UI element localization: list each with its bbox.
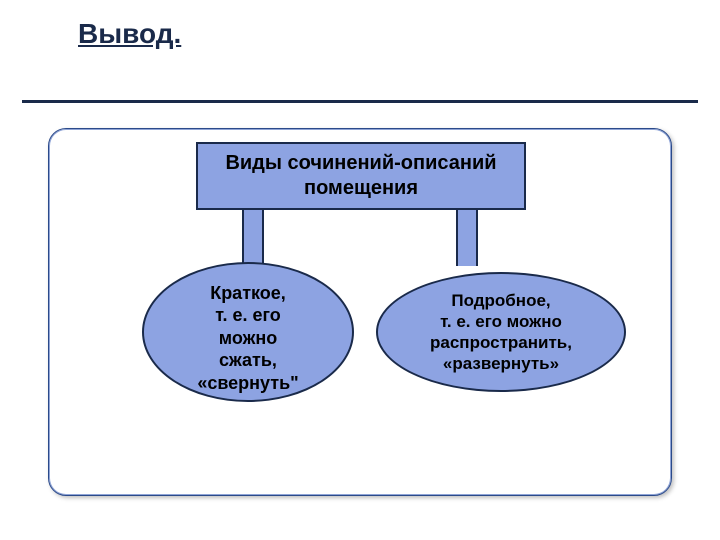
root-node: Виды сочинений-описаний помещения [196, 142, 526, 210]
detailed-line2: т. е. его можно [440, 311, 562, 332]
brief-line1: Краткое, [197, 282, 298, 305]
child-node-brief: Краткое, т. е. его можно сжать, «свернут… [142, 262, 354, 402]
child-node-detailed: Подробное, т. е. его можно распространит… [376, 272, 626, 392]
detailed-line4: «развернуть» [443, 353, 559, 374]
brief-line3: можно [197, 327, 298, 350]
header-divider [22, 100, 698, 103]
detailed-line3: распространить, [430, 332, 572, 353]
connector-left [242, 210, 264, 266]
brief-line5: «свернуть" [197, 372, 298, 395]
detailed-line1: Подробное, [451, 290, 550, 311]
brief-line4: сжать, [197, 349, 298, 372]
connector-right [456, 210, 478, 266]
brief-line2: т. е. его [197, 304, 298, 327]
slide-title: Вывод. [78, 18, 181, 50]
root-node-line1: Виды сочинений-описаний [225, 151, 496, 176]
root-node-line2: помещения [304, 176, 418, 201]
